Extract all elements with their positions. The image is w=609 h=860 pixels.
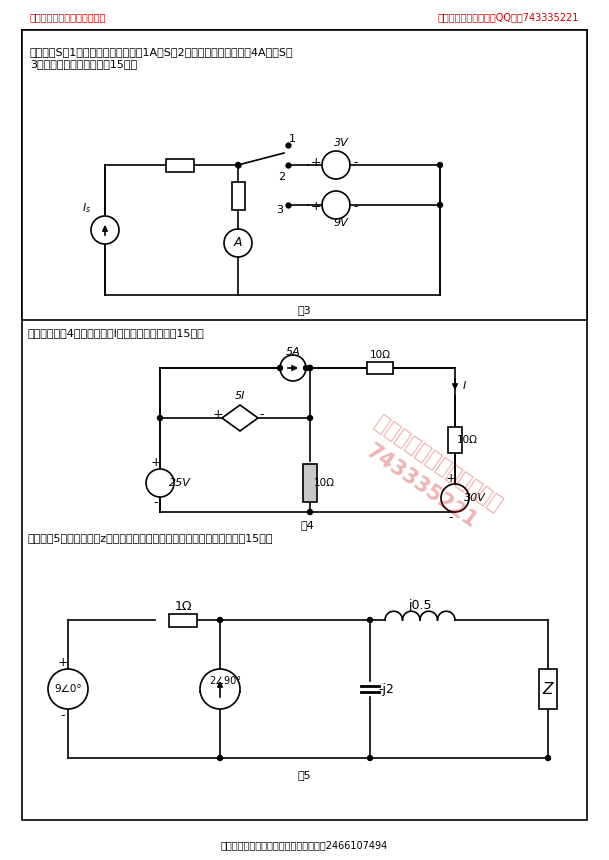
Text: +: + bbox=[311, 200, 322, 213]
Circle shape bbox=[308, 366, 312, 371]
Circle shape bbox=[48, 669, 88, 709]
Text: I: I bbox=[462, 381, 466, 391]
Bar bbox=[303, 464, 317, 502]
Circle shape bbox=[278, 366, 283, 371]
Circle shape bbox=[441, 484, 469, 512]
Text: 10Ω: 10Ω bbox=[370, 350, 390, 360]
Bar bbox=[448, 427, 462, 453]
Text: A: A bbox=[234, 237, 242, 249]
Text: 25V: 25V bbox=[169, 478, 191, 488]
Circle shape bbox=[224, 229, 252, 257]
Bar bbox=[231, 182, 244, 210]
Text: 1: 1 bbox=[289, 134, 295, 144]
Bar bbox=[169, 613, 197, 626]
Circle shape bbox=[367, 755, 373, 760]
Circle shape bbox=[303, 366, 309, 371]
Text: 兰州交通大学电气考研QQ群：743335221: 兰州交通大学电气考研QQ群：743335221 bbox=[438, 12, 579, 22]
Text: Z: Z bbox=[543, 681, 553, 697]
Text: 图5: 图5 bbox=[297, 770, 311, 780]
Text: $I_s$: $I_s$ bbox=[82, 201, 91, 215]
Circle shape bbox=[367, 617, 373, 623]
Text: +: + bbox=[150, 457, 161, 470]
Text: -: - bbox=[260, 408, 264, 421]
Circle shape bbox=[322, 151, 350, 179]
Bar bbox=[367, 362, 393, 374]
Text: +: + bbox=[311, 157, 322, 169]
Text: 兰州交通电气专研答疑请加火山口群号：2466107494: 兰州交通电气专研答疑请加火山口群号：2466107494 bbox=[220, 840, 387, 850]
Bar bbox=[539, 669, 557, 709]
Circle shape bbox=[217, 617, 222, 623]
Text: +: + bbox=[213, 408, 224, 421]
Circle shape bbox=[437, 163, 443, 168]
Circle shape bbox=[308, 415, 312, 421]
Text: j0.5: j0.5 bbox=[408, 599, 432, 612]
Text: 1Ω: 1Ω bbox=[174, 600, 192, 613]
Text: 五、如图5所示电路，问z为何值时可以获得最大功率，并求最大功率。（15分）: 五、如图5所示电路，问z为何值时可以获得最大功率，并求最大功率。（15分） bbox=[28, 533, 273, 543]
Text: 2: 2 bbox=[278, 172, 286, 182]
Bar bbox=[22, 30, 587, 320]
Text: 图3: 图3 bbox=[297, 305, 311, 315]
Text: +: + bbox=[58, 655, 68, 668]
Circle shape bbox=[322, 191, 350, 219]
Text: -: - bbox=[354, 200, 358, 213]
Text: 微信公众号：刷题百考研团队: 微信公众号：刷题百考研团队 bbox=[30, 12, 107, 22]
Text: 2∠90°: 2∠90° bbox=[209, 676, 241, 686]
Circle shape bbox=[158, 415, 163, 421]
Text: 5A: 5A bbox=[286, 347, 300, 357]
Text: 30V: 30V bbox=[464, 493, 486, 503]
Circle shape bbox=[546, 755, 551, 760]
Circle shape bbox=[236, 163, 241, 168]
Text: 兰州交通大学电气考研团队
743335221: 兰州交通大学电气考研团队 743335221 bbox=[355, 412, 505, 538]
Text: -j2: -j2 bbox=[378, 683, 394, 696]
Text: -: - bbox=[354, 157, 358, 169]
Text: 3V: 3V bbox=[334, 138, 348, 148]
Text: 3: 3 bbox=[276, 205, 284, 215]
Circle shape bbox=[217, 755, 222, 760]
Circle shape bbox=[437, 202, 443, 207]
Text: 9∠0°: 9∠0° bbox=[54, 684, 82, 694]
Circle shape bbox=[308, 366, 312, 371]
Bar bbox=[166, 158, 194, 171]
Text: 10Ω: 10Ω bbox=[457, 435, 477, 445]
Text: 图4: 图4 bbox=[300, 520, 314, 530]
Polygon shape bbox=[222, 405, 258, 431]
Text: 5I: 5I bbox=[235, 391, 245, 401]
Circle shape bbox=[91, 216, 119, 244]
Circle shape bbox=[146, 469, 174, 497]
Circle shape bbox=[200, 669, 240, 709]
Text: 四、电路如图4所示，求电流I和受控源的功率。（15分）: 四、电路如图4所示，求电流I和受控源的功率。（15分） bbox=[28, 328, 205, 338]
Text: 9V: 9V bbox=[334, 218, 348, 228]
Text: -: - bbox=[153, 496, 158, 509]
Circle shape bbox=[308, 509, 312, 514]
Text: -: - bbox=[449, 512, 453, 525]
Text: 三、开关S在1位置时，电流表读数为1A；S在2位置时，电流表读数为4A，求S在
3位置时电流表的读数。（15分）: 三、开关S在1位置时，电流表读数为1A；S在2位置时，电流表读数为4A，求S在 … bbox=[30, 47, 294, 69]
Circle shape bbox=[280, 355, 306, 381]
Text: -: - bbox=[61, 710, 65, 722]
Text: +: + bbox=[446, 471, 456, 484]
Text: 10Ω: 10Ω bbox=[314, 478, 334, 488]
